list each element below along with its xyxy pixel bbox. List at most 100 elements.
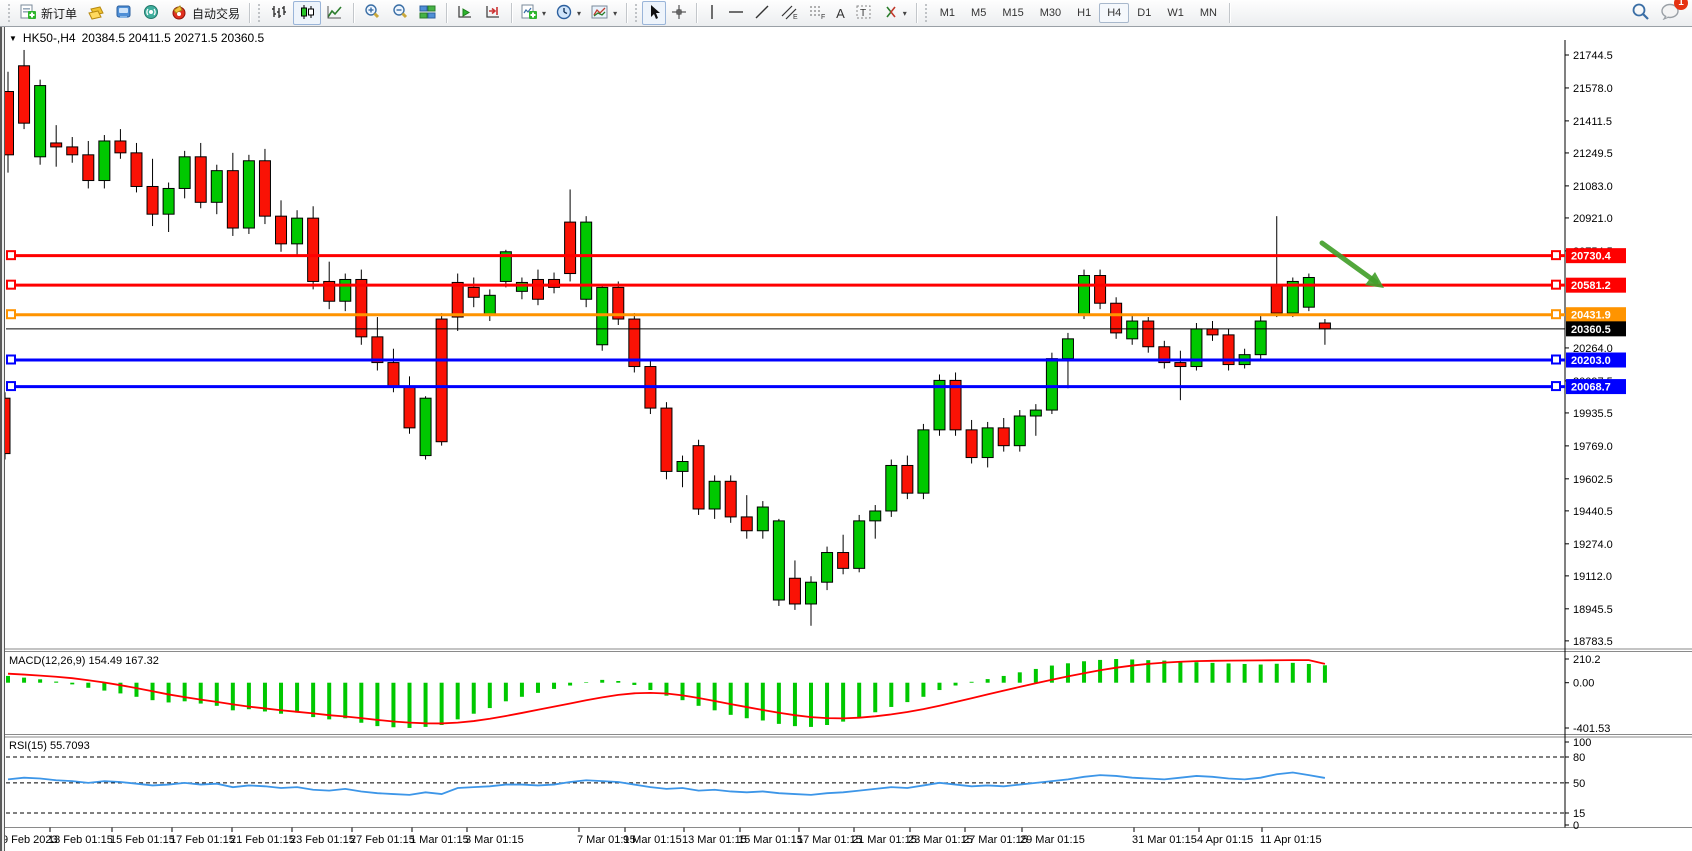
separator bbox=[696, 3, 698, 23]
separator bbox=[353, 3, 355, 23]
dropdown-caret-icon: ▾ bbox=[613, 8, 618, 18]
timeframe-h4[interactable]: H4 bbox=[1099, 3, 1130, 23]
svg-text:23 Feb 01:15: 23 Feb 01:15 bbox=[290, 834, 355, 846]
svg-text:19769.0: 19769.0 bbox=[1573, 441, 1613, 453]
separator bbox=[1228, 3, 1230, 23]
autotrading-button[interactable]: 自动交易 bbox=[165, 1, 245, 25]
svg-text:21083.0: 21083.0 bbox=[1573, 181, 1613, 193]
svg-text:29 Mar 01:15: 29 Mar 01:15 bbox=[1020, 834, 1085, 846]
svg-text:-401.53: -401.53 bbox=[1573, 723, 1610, 735]
horizontal-line-icon bbox=[728, 4, 744, 23]
svg-text:27 Mar 01:15: 27 Mar 01:15 bbox=[963, 834, 1028, 846]
crosshair-tool-button[interactable] bbox=[666, 1, 692, 25]
timeframe-d1[interactable]: D1 bbox=[1137, 7, 1152, 19]
dropdown-caret-icon: ▾ bbox=[577, 8, 582, 18]
svg-text:19935.5: 19935.5 bbox=[1573, 408, 1613, 420]
timeframe-m30[interactable]: M30 bbox=[1039, 7, 1062, 19]
horizontal-line-tool-button[interactable] bbox=[723, 1, 749, 25]
indicators-button[interactable]: ▾ bbox=[516, 1, 551, 25]
svg-text:21411.5: 21411.5 bbox=[1573, 116, 1612, 128]
vertical-line-tool-button[interactable] bbox=[701, 1, 723, 25]
svg-text:19274.0: 19274.0 bbox=[1573, 539, 1613, 551]
trendline-tool-button[interactable] bbox=[749, 1, 775, 25]
toolbar-drag-handle[interactable] bbox=[257, 3, 263, 23]
svg-text:4 Apr 01:15: 4 Apr 01:15 bbox=[1197, 834, 1253, 846]
timeframe-w1[interactable]: W1 bbox=[1167, 7, 1184, 19]
new-order-button[interactable]: 新订单 bbox=[15, 1, 82, 25]
cursor-tool-button[interactable] bbox=[642, 1, 667, 25]
svg-text:20730.4: 20730.4 bbox=[1571, 251, 1612, 263]
chart-left-frame bbox=[0, 27, 5, 851]
symbol-period-label: HK50-,H4 bbox=[22, 31, 76, 45]
timeframe-m15[interactable]: M15 bbox=[1002, 7, 1024, 19]
text-icon: A bbox=[836, 5, 845, 21]
equidistant-channel-tool-button[interactable]: E bbox=[775, 1, 803, 25]
line-chart-mode-button[interactable] bbox=[321, 1, 349, 25]
timeframe-m5[interactable]: M5 bbox=[971, 7, 987, 19]
svg-text:11 Apr 01:15: 11 Apr 01:15 bbox=[1260, 834, 1322, 846]
svg-text:13 Mar 01:15: 13 Mar 01:15 bbox=[682, 834, 747, 846]
bar-chart-mode-button[interactable] bbox=[265, 1, 293, 25]
svg-text:9 Feb 2023: 9 Feb 2023 bbox=[2, 834, 58, 846]
svg-text:3 Mar 01:15: 3 Mar 01:15 bbox=[465, 834, 524, 846]
text-tool-button[interactable]: A bbox=[831, 1, 850, 25]
symbol-dropdown-icon[interactable]: ▼ bbox=[9, 33, 17, 43]
alerts-button[interactable] bbox=[138, 1, 165, 25]
auto-scroll-button[interactable] bbox=[451, 1, 479, 25]
templates-button[interactable]: ▾ bbox=[586, 1, 622, 25]
autotrading-icon bbox=[170, 4, 188, 23]
zoom-in-button[interactable] bbox=[358, 1, 386, 25]
fibonacci-tool-button[interactable]: F bbox=[803, 1, 831, 25]
svg-text:1 Mar 01:15: 1 Mar 01:15 bbox=[410, 834, 469, 846]
svg-text:F: F bbox=[821, 14, 825, 20]
svg-text:7 Mar 01:15: 7 Mar 01:15 bbox=[577, 834, 636, 846]
svg-text:17 Feb 01:15: 17 Feb 01:15 bbox=[170, 834, 235, 846]
svg-text:80: 80 bbox=[1573, 752, 1585, 764]
svg-text:15 Mar 01:15: 15 Mar 01:15 bbox=[738, 834, 803, 846]
auto-scroll-icon bbox=[456, 4, 474, 23]
svg-text:20921.0: 20921.0 bbox=[1573, 213, 1613, 225]
periods-button[interactable]: ▾ bbox=[551, 1, 586, 25]
svg-text:T: T bbox=[860, 8, 866, 19]
notifications-button[interactable]: 1 bbox=[1660, 0, 1688, 25]
arrows-tool-button[interactable]: ▾ bbox=[878, 1, 912, 25]
separator bbox=[626, 3, 628, 23]
new-order-icon bbox=[20, 4, 37, 23]
market-watch-button[interactable] bbox=[82, 1, 110, 25]
chart-shift-icon bbox=[484, 4, 502, 23]
chart-shift-button[interactable] bbox=[479, 1, 507, 25]
arrows-icon bbox=[883, 4, 899, 23]
toolbar-drag-handle[interactable] bbox=[923, 3, 929, 23]
search-icon[interactable] bbox=[1631, 2, 1650, 25]
tile-windows-button[interactable] bbox=[414, 1, 442, 25]
metaeditor-button[interactable] bbox=[110, 1, 138, 25]
separator bbox=[511, 3, 513, 23]
svg-text:E: E bbox=[793, 14, 798, 20]
chart-title: ▼ HK50-,H4 20384.5 20411.5 20271.5 20360… bbox=[9, 31, 264, 45]
timeframe-m1[interactable]: M1 bbox=[939, 7, 956, 19]
svg-text:19440.5: 19440.5 bbox=[1573, 506, 1613, 518]
svg-text:0.00: 0.00 bbox=[1573, 678, 1594, 690]
svg-text:21 Mar 01:15: 21 Mar 01:15 bbox=[852, 834, 917, 846]
svg-text:31 Mar 01:15: 31 Mar 01:15 bbox=[1132, 834, 1197, 846]
chart-canvas[interactable]: 21744.5 21578.0 21411.5 21249.5 21083.0 20921… bbox=[0, 27, 1692, 851]
timeframe-h1[interactable]: H1 bbox=[1077, 7, 1092, 19]
timeframe-mn[interactable]: MN bbox=[1199, 7, 1217, 19]
dropdown-caret-icon: ▾ bbox=[542, 8, 547, 18]
zoom-out-button[interactable] bbox=[386, 1, 414, 25]
svg-text:18783.5: 18783.5 bbox=[1573, 636, 1613, 648]
svg-text:13 Feb 01:15: 13 Feb 01:15 bbox=[48, 834, 113, 846]
tile-windows-icon bbox=[419, 4, 437, 23]
svg-text:9 Mar 01:15: 9 Mar 01:15 bbox=[623, 834, 682, 846]
ohlc-bars-icon bbox=[270, 4, 288, 23]
text-label-tool-button[interactable]: T bbox=[850, 1, 878, 25]
candlestick-mode-button[interactable] bbox=[293, 1, 322, 25]
timeframe-group: M1 M5 M15 M30 H1 H4 D1 W1 MN bbox=[932, 3, 1225, 23]
svg-text:20203.0: 20203.0 bbox=[1571, 355, 1611, 367]
svg-text:17 Mar 01:15: 17 Mar 01:15 bbox=[797, 834, 862, 846]
text-label-icon: T bbox=[855, 4, 873, 23]
ohlc-values: 20384.5 20411.5 20271.5 20360.5 bbox=[81, 31, 265, 45]
toolbar-drag-handle[interactable] bbox=[7, 3, 12, 23]
toolbar-drag-handle[interactable] bbox=[634, 3, 640, 23]
new-order-label: 新订单 bbox=[41, 6, 78, 21]
